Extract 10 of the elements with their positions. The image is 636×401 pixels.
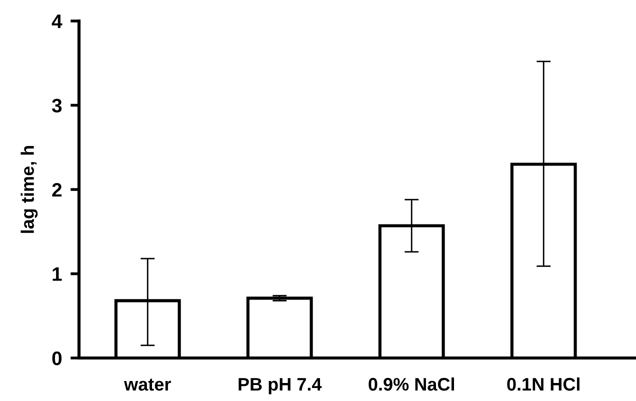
y-axis-title: lag time, h: [20, 146, 38, 233]
x-tick-label: water: [124, 378, 171, 391]
y-tick-label: 2: [52, 182, 62, 197]
y-tick-label: 3: [52, 98, 62, 113]
y-tick-label: 0: [52, 351, 62, 366]
x-tick-label: PB pH 7.4: [238, 378, 322, 394]
y-tick-label: 4: [52, 14, 62, 28]
x-tick-label: 0.9% NaCl: [368, 377, 454, 391]
y-tick-label: 1: [52, 267, 62, 281]
x-tick-label: 0.1N HCl: [507, 377, 580, 391]
